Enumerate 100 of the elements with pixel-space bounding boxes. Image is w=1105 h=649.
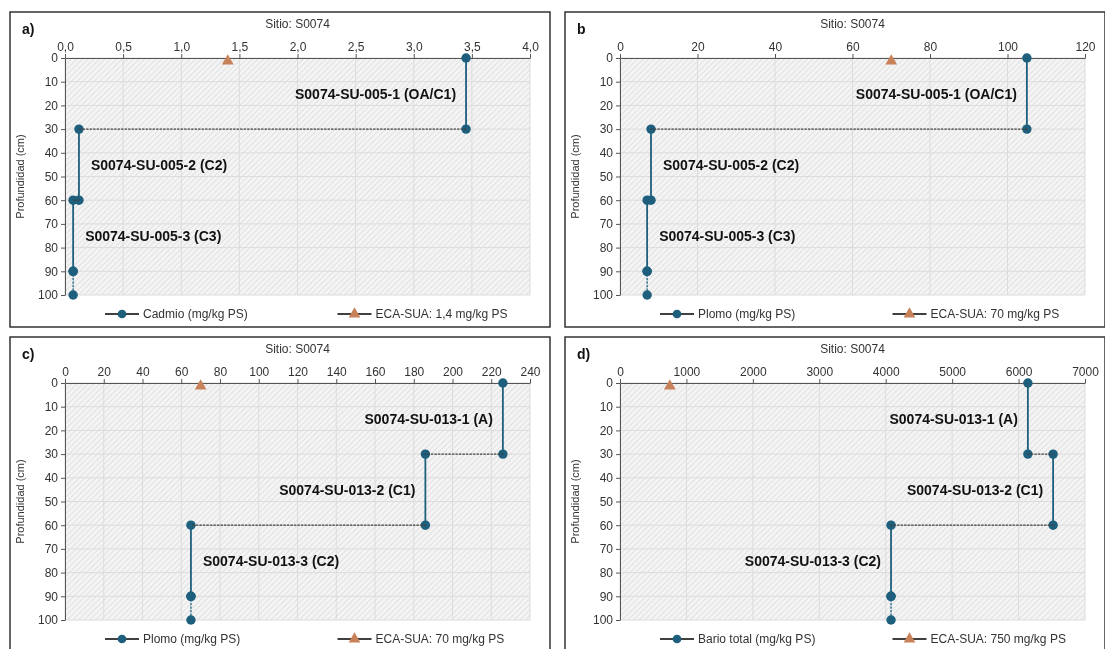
y-tick-label: 50 (599, 169, 614, 184)
y-axis-title: Profundidad (cm) (569, 134, 581, 219)
y-tick-label: 30 (44, 122, 59, 137)
legend-label: Plomo (mg/kg PS) (698, 307, 796, 321)
y-tick-label: 50 (44, 494, 59, 509)
y-tick-label: 0 (606, 51, 614, 66)
x-tick-label: 80 (923, 40, 938, 54)
x-tick-label: 240 (520, 365, 541, 379)
x-tick-label: 140 (326, 365, 348, 379)
x-tick-label: 200 (442, 365, 464, 379)
annotation: S0074-SU-013-3 (C2) (744, 552, 882, 569)
x-tick-label: 2000 (740, 365, 768, 379)
x-tick-label: 7000 (1072, 365, 1100, 379)
y-tick-label: 50 (44, 169, 59, 184)
x-tick-label: 3,0 (405, 40, 423, 54)
annotation: S0074-SU-005-1 (OA/C1) (855, 85, 1017, 102)
y-tick-label: 80 (44, 565, 59, 580)
y-tick-label: 80 (44, 240, 59, 255)
x-tick-label: 40 (768, 40, 783, 54)
x-tick-label: 120 (1075, 40, 1096, 54)
y-tick-label: 30 (599, 447, 614, 462)
y-tick-label: 50 (599, 494, 614, 509)
y-tick-label: 0 (51, 376, 59, 391)
chart-title: Sitio: S0074 (820, 342, 886, 356)
annotation: S0074-SU-005-2 (C2) (663, 156, 800, 173)
legend-label: ECA-SUA: 1,4 mg/kg PS (375, 307, 508, 321)
annotation: S0074-SU-013-1 (A) (889, 410, 1018, 427)
x-tick-label: 180 (404, 365, 425, 379)
chart-title: Sitio: S0074 (265, 17, 331, 31)
x-tick-label: 2,5 (347, 40, 365, 54)
y-tick-label: 60 (44, 193, 59, 208)
x-tick-label: 20 (691, 40, 705, 54)
x-tick-label: 5000 (939, 365, 967, 379)
y-tick-label: 20 (599, 98, 614, 113)
y-tick-label: 40 (44, 471, 59, 486)
y-tick-label: 80 (599, 565, 614, 580)
y-tick-label: 10 (44, 75, 59, 90)
y-tick-label: 90 (44, 589, 59, 604)
y-tick-label: 100 (592, 613, 614, 628)
y-tick-label: 60 (599, 518, 614, 533)
legend-label: ECA-SUA: 70 mg/kg PS (375, 632, 505, 646)
x-tick-label: 2,0 (289, 40, 307, 54)
x-tick-label: 100 (997, 40, 1019, 54)
x-tick-label: 60 (846, 40, 860, 54)
chart-title: Sitio: S0074 (265, 342, 331, 356)
y-tick-label: 30 (44, 447, 59, 462)
y-tick-label: 40 (44, 146, 59, 161)
x-tick-label: 4,0 (522, 40, 540, 54)
x-tick-label: 0 (62, 365, 70, 379)
x-tick-label: 100 (249, 365, 270, 379)
legend-label: Plomo (mg/kg PS) (143, 632, 241, 646)
x-tick-label: 120 (287, 365, 309, 379)
x-tick-label: 220 (481, 365, 503, 379)
y-tick-label: 100 (37, 613, 59, 628)
annotation: S0074-SU-005-2 (C2) (90, 156, 228, 173)
y-tick-label: 60 (44, 518, 59, 533)
annotation: S0074-SU-013-2 (C1) (906, 481, 1044, 498)
y-tick-label: 10 (599, 400, 614, 415)
x-tick-label: 1,5 (231, 40, 249, 54)
legend-label: Bario total (mg/kg PS) (698, 632, 816, 646)
annotation: S0074-SU-005-3 (C3) (659, 227, 796, 244)
x-tick-label: 1,0 (173, 40, 191, 54)
y-tick-label: 20 (44, 423, 59, 438)
text: c) (22, 346, 35, 362)
y-axis-title: Profundidad (cm) (14, 459, 26, 544)
legend-label: Cadmio (mg/kg PS) (143, 307, 248, 321)
x-tick-label: 60 (175, 365, 189, 379)
x-tick-label: 1000 (673, 365, 701, 379)
y-tick-label: 70 (599, 542, 614, 557)
x-tick-label: 20 (97, 365, 112, 379)
y-tick-label: 0 (606, 376, 614, 391)
x-tick-label: 3,5 (464, 40, 482, 54)
annotation: S0074-SU-013-2 (C1) (279, 481, 416, 498)
text: a) (22, 21, 35, 37)
annotation: S0074-SU-005-1 (OA/C1) (295, 85, 457, 102)
y-tick-label: 90 (599, 589, 614, 604)
y-tick-label: 20 (599, 423, 614, 438)
y-tick-label: 30 (599, 122, 614, 137)
y-tick-label: 20 (44, 98, 59, 113)
y-tick-label: 70 (44, 217, 59, 232)
x-tick-label: 0 (617, 40, 625, 54)
y-axis-title: Profundidad (cm) (569, 459, 581, 544)
y-axis-title: Profundidad (cm) (14, 134, 26, 219)
x-tick-label: 0,5 (115, 40, 133, 54)
text: d) (577, 346, 591, 362)
y-tick-label: 70 (599, 217, 614, 232)
x-tick-label: 0 (617, 365, 625, 379)
y-tick-label: 100 (592, 288, 614, 303)
legend-label: ECA-SUA: 70 mg/kg PS (930, 307, 1060, 321)
y-tick-label: 100 (37, 288, 59, 303)
x-tick-label: 40 (136, 365, 150, 379)
text: b (577, 21, 586, 37)
annotation: S0074-SU-013-1 (A) (364, 410, 493, 427)
y-tick-label: 10 (599, 75, 614, 90)
y-tick-label: 80 (599, 240, 614, 255)
y-tick-label: 0 (51, 51, 59, 66)
y-tick-label: 10 (44, 400, 59, 415)
y-tick-label: 90 (599, 264, 614, 279)
y-tick-label: 90 (44, 264, 59, 279)
x-tick-label: 4000 (872, 365, 900, 379)
